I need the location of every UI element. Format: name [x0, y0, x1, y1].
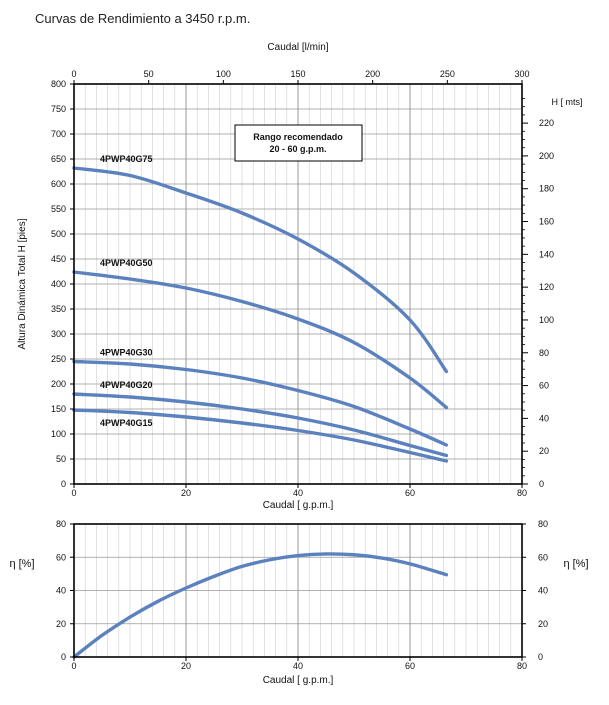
curve-4PWP40G15: [72, 408, 449, 463]
y-tick-label: 0: [61, 479, 66, 489]
recommended-range-line1: Rango recomendado: [253, 132, 343, 142]
x2-tick-label: 300: [514, 69, 529, 79]
y-tick-label: 700: [51, 129, 66, 139]
x2-tick-label: 50: [144, 69, 154, 79]
right-y-axis-label: H [ mts]: [552, 97, 583, 107]
x-tick-label: 80: [517, 488, 527, 498]
bottom-x-axis-label: Caudal [ g.p.m.]: [263, 500, 334, 511]
x-tick-label: 20: [181, 661, 191, 671]
y-tick-label: 450: [51, 254, 66, 264]
x-tick-label: 60: [405, 661, 415, 671]
y2-tick-label: 100: [539, 315, 554, 325]
x2-tick-label: 100: [216, 69, 231, 79]
head-chart-ticks: 0 20 40 60 800 50 100 150 200 250 3000501001502002…: [51, 69, 554, 498]
x-tick-label: 80: [517, 661, 527, 671]
head-chart-curves: [72, 166, 449, 463]
y2-tick-label: 180: [539, 184, 554, 194]
y-tick-label: 750: [51, 104, 66, 114]
y-tick-label: 800: [51, 79, 66, 89]
x-tick-label: 40: [293, 488, 303, 498]
y2-tick-label: 60: [538, 552, 548, 562]
y2-tick-label: 140: [539, 249, 554, 259]
y-tick-label: 200: [51, 379, 66, 389]
efficiency-chart-grid: [74, 524, 522, 657]
y-tick-label: 250: [51, 354, 66, 364]
series-label-4PWP40G30: 4PWP40G30: [100, 348, 153, 358]
y2-tick-label: 0: [539, 479, 544, 489]
efficiency-left-label: η [%]: [9, 558, 34, 570]
efficiency-right-label: η [%]: [563, 558, 588, 570]
y-tick-label: 550: [51, 204, 66, 214]
y2-tick-label: 160: [539, 217, 554, 227]
x2-tick-label: 200: [365, 69, 380, 79]
series-label-4PWP40G20: 4PWP40G20: [100, 380, 153, 390]
y-tick-label: 300: [51, 329, 66, 339]
curve-4PWP40G20: [72, 392, 449, 458]
series-label-4PWP40G15: 4PWP40G15: [100, 418, 153, 428]
y-tick-label: 40: [56, 586, 66, 596]
efficiency-chart-curves: [72, 552, 449, 659]
y-tick-label: 100: [51, 429, 66, 439]
y2-tick-label: 80: [538, 519, 548, 529]
y2-tick-label: 20: [538, 619, 548, 629]
x2-tick-label: 150: [290, 69, 305, 79]
y-tick-label: 650: [51, 154, 66, 164]
curve-4PWP40G30: [72, 359, 449, 447]
y-tick-label: 0: [61, 652, 66, 662]
y2-tick-label: 40: [539, 413, 549, 423]
efficiency-x-axis-label: Caudal [ g.p.m.]: [263, 675, 334, 686]
page-title: Curvas de Rendimiento a 3450 r.p.m.: [35, 11, 251, 26]
y-tick-label: 500: [51, 229, 66, 239]
y-tick-label: 60: [56, 552, 66, 562]
y2-tick-label: 80: [539, 348, 549, 358]
curve-4PWP40G50: [72, 270, 449, 410]
left-y-axis-label: Altura Dinámica Total H [pies]: [17, 218, 28, 349]
y-tick-label: 20: [56, 619, 66, 629]
x2-tick-label: 0: [71, 69, 76, 79]
curve-4PWP40G75: [72, 166, 449, 374]
y-tick-label: 50: [56, 454, 66, 464]
x-tick-label: 0: [71, 488, 76, 498]
y-tick-label: 400: [51, 279, 66, 289]
top-x-axis-label: Caudal [l/min]: [267, 42, 328, 53]
y-tick-label: 350: [51, 304, 66, 314]
x-tick-label: 40: [293, 661, 303, 671]
y-tick-label: 150: [51, 404, 66, 414]
x-tick-label: 20: [181, 488, 191, 498]
y2-tick-label: 40: [538, 586, 548, 596]
series-label-4PWP40G75: 4PWP40G75: [100, 154, 153, 164]
recommended-range-line2: 20 - 60 g.p.m.: [269, 144, 326, 154]
x-tick-label: 0: [71, 661, 76, 671]
y-tick-label: 80: [56, 519, 66, 529]
y2-tick-label: 200: [539, 151, 554, 161]
y2-tick-label: 20: [539, 446, 549, 456]
y-tick-label: 600: [51, 179, 66, 189]
head-chart-series-labels: 4PWP40G75 4PWP40G50 4PWP40G30 4PWP40G20 4PWP…: [100, 154, 153, 428]
y2-tick-label: 60: [539, 381, 549, 391]
y2-tick-label: 120: [539, 282, 554, 292]
y2-tick-label: 220: [539, 118, 554, 128]
y2-tick-label: 0: [538, 652, 543, 662]
x2-tick-label: 250: [440, 69, 455, 79]
recommended-range-box: Rango recomendado 20 - 60 g.p.m.: [234, 124, 363, 162]
series-label-4PWP40G50: 4PWP40G50: [100, 258, 153, 268]
x-tick-label: 60: [405, 488, 415, 498]
efficiency-curve: [72, 552, 449, 659]
